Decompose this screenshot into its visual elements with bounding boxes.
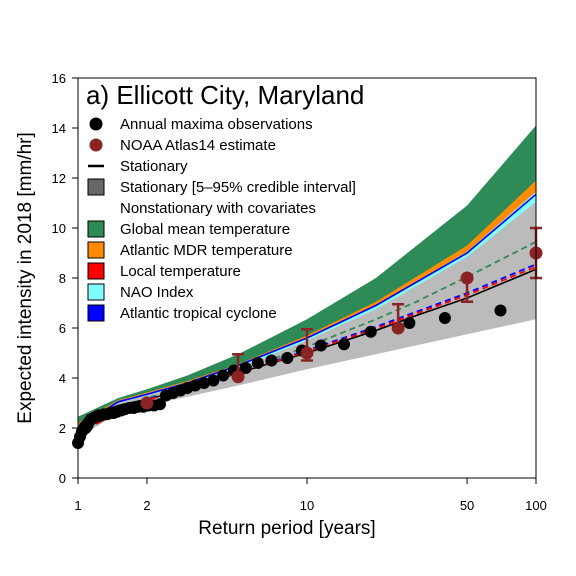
y-tick-label: 6: [59, 321, 66, 336]
noaa-estimate-point: [391, 321, 405, 335]
y-tick-label: 4: [59, 371, 66, 386]
legend-swatch: [89, 117, 103, 131]
legend-swatch: [87, 178, 105, 196]
observation-point: [207, 374, 220, 387]
legend-label: Annual maxima observations: [120, 116, 313, 133]
legend-item-annual-maxima-observations: Annual maxima observations: [89, 116, 313, 133]
noaa-estimate-point: [140, 396, 154, 410]
legend-item-stationary-5-95-credible-interval: Stationary [5–95% credible interval]: [87, 178, 356, 196]
observation-point: [217, 369, 230, 382]
legend-label: Local temperature: [120, 263, 241, 280]
y-tick-label: 8: [59, 271, 66, 286]
legend-label: Atlantic tropical cyclone: [120, 305, 277, 322]
legend-swatch: [87, 304, 105, 322]
legend-swatch: [87, 283, 105, 301]
observation-point: [314, 339, 327, 352]
legend: Annual maxima observations NOAA Atlas14 e…: [87, 116, 356, 322]
legend-swatch: [87, 241, 105, 259]
legend-item-local-temperature: Local temperature: [87, 262, 241, 280]
point-layer: [72, 226, 543, 449]
observation-point: [403, 317, 416, 329]
legend-item-nonstationary-with-covariates: Nonstationary with covariates: [120, 200, 316, 217]
observation-point: [154, 398, 166, 411]
legend-item-global-mean-temperature: Global mean temperature: [87, 220, 290, 238]
legend-label: Global mean temperature: [120, 221, 290, 238]
y-tick-label: 0: [59, 471, 66, 486]
y-tick-label: 14: [52, 121, 66, 136]
y-tick-label: 16: [52, 71, 66, 86]
noaa-estimate-point: [460, 271, 474, 285]
noaa-estimate-point: [300, 346, 314, 360]
legend-item-stationary: Stationary: [88, 158, 188, 175]
y-tick-label: 10: [52, 221, 66, 236]
y-tick-label: 2: [59, 421, 66, 436]
observation-point: [265, 354, 278, 367]
x-axis-label: Return period [years]: [198, 518, 375, 539]
observation-point: [338, 338, 350, 351]
legend-swatch: [87, 220, 105, 238]
legend-swatch: [87, 262, 105, 280]
chart-title: a) Ellicott City, Maryland: [86, 80, 364, 110]
x-tick-label: 10: [300, 498, 314, 513]
legend-label: NAO Index: [120, 284, 194, 301]
legend-label: Stationary [5–95% credible interval]: [120, 179, 356, 196]
observation-point: [239, 362, 252, 374]
legend-item-nao-index: NAO Index: [87, 283, 194, 301]
observation-point: [364, 325, 377, 338]
legend-label: Atlantic MDR temperature: [120, 242, 293, 259]
legend-label: Nonstationary with covariates: [120, 200, 316, 217]
observation-point: [438, 312, 451, 324]
x-tick-label: 100: [525, 498, 547, 513]
y-axis-label: Expected intensity in 2018 [mm/hr]: [15, 132, 36, 423]
observation-point: [198, 377, 210, 389]
noaa-estimate-point: [231, 370, 245, 384]
x-tick-label: 1: [74, 498, 81, 513]
x-tick-label: 50: [460, 498, 474, 513]
legend-label: Stationary: [120, 158, 188, 175]
observation-point: [494, 304, 507, 317]
observation-point: [251, 357, 264, 369]
y-tick-label: 12: [52, 171, 66, 186]
legend-swatch: [89, 138, 103, 152]
x-tick-label: 2: [143, 498, 150, 513]
legend-item-atlantic-tropical-cyclone: Atlantic tropical cyclone: [87, 304, 277, 322]
legend-item-noaa-atlas14-estimate: NOAA Atlas14 estimate: [89, 137, 276, 154]
legend-item-atlantic-mdr-temperature: Atlantic MDR temperature: [87, 241, 293, 259]
observation-point: [281, 352, 294, 364]
legend-label: NOAA Atlas14 estimate: [120, 137, 276, 154]
